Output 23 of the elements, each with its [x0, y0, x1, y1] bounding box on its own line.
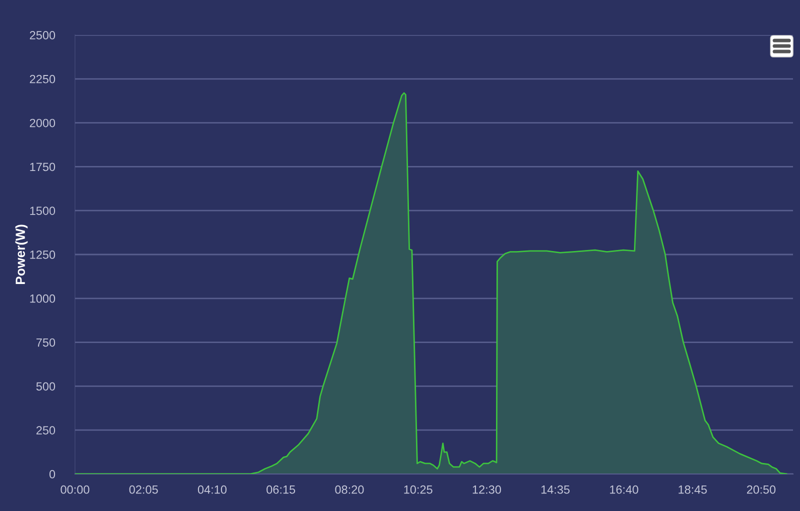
y-tick-label: 750	[36, 338, 56, 347]
x-tick-label: 06:15	[266, 485, 296, 494]
y-tick-label: 250	[36, 426, 56, 434]
x-tick-label: 14:35	[541, 485, 570, 494]
y-tick-label: 0	[49, 470, 56, 478]
x-tick-label: 08:20	[335, 485, 364, 494]
y-tick-label: 2250	[30, 74, 56, 84]
y-tick-label: 2000	[30, 118, 56, 128]
y-tick-label: 1000	[30, 294, 56, 303]
y-tick-label: 1750	[30, 162, 56, 172]
x-tick-label: 10:25	[404, 485, 432, 494]
x-tick-label: 02:05	[129, 485, 158, 494]
y-tick-label: 1250	[30, 250, 56, 259]
y-tick-label: 2500	[30, 31, 56, 40]
x-tick-label: 12:30	[472, 485, 502, 494]
x-tick-label: 20:50	[746, 485, 776, 494]
x-tick-label: 00:00	[60, 485, 90, 494]
x-tick-label: 18:45	[678, 485, 707, 494]
y-axis-title: Power(W)	[15, 224, 28, 284]
y-tick-label: 1500	[30, 206, 56, 215]
x-tick-label: 04:10	[198, 485, 227, 494]
x-tick-label: 16:40	[610, 485, 638, 494]
y-tick-label: 500	[36, 382, 56, 391]
